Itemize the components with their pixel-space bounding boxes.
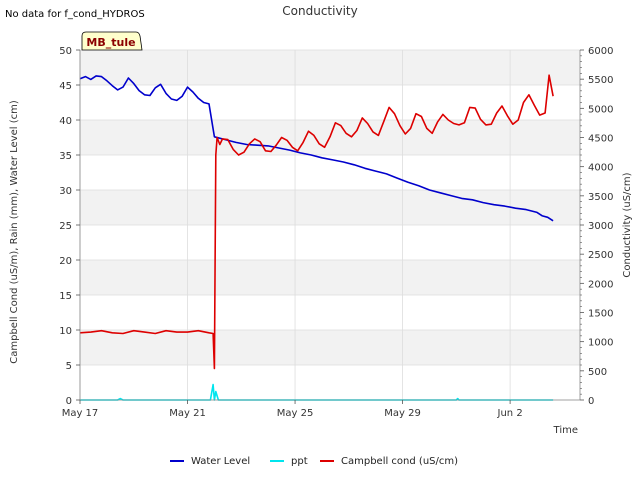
- site-badge: MB_tule: [81, 31, 143, 51]
- series-line-water-level: [79, 75, 554, 222]
- x-axis-label: Time: [553, 425, 578, 436]
- plot-band: [80, 85, 580, 120]
- badge-shape: [81, 31, 143, 51]
- y2-tick-label: 5500: [588, 75, 613, 86]
- legend-entry: Water Level: [191, 456, 250, 467]
- y-tick-labels: 0 5 10 15 20 25 30 35 40 45 50: [59, 46, 80, 407]
- y2-tick-label: 2500: [588, 250, 613, 261]
- x-tick-label: May 29: [384, 408, 421, 419]
- y2-tick-label: 0: [588, 396, 594, 407]
- y2-tick-label: 2000: [588, 279, 613, 290]
- x-tick-label: May 17: [62, 408, 99, 419]
- y-axis-label: Campbell Cond (uS/m), Rain (mm), Water L…: [9, 100, 20, 364]
- x-tick-labels: May 17 May 21 May 25 May 29 Jun 2: [62, 400, 523, 419]
- y2-tick-label: 5000: [588, 104, 613, 115]
- y-tick-label: 25: [59, 221, 72, 232]
- x-tick-label: May 25: [277, 408, 314, 419]
- plot-band: [80, 50, 580, 85]
- plot-band: [80, 365, 580, 400]
- y-tick-label: 5: [66, 361, 72, 372]
- y-tick-label: 45: [59, 81, 72, 92]
- legend-entry: Campbell cond (uS/cm): [341, 456, 458, 467]
- y-tick-label: 50: [59, 46, 72, 57]
- y-tick-label: 0: [66, 396, 72, 407]
- plot-band: [80, 225, 580, 260]
- y2-axis-label: Conductivity (uS/cm): [622, 172, 633, 277]
- plot-band: [80, 260, 580, 295]
- y2-tick-label: 3000: [588, 221, 613, 232]
- y2-tick-label: 1000: [588, 338, 613, 349]
- badge-label: MB_tule: [86, 36, 135, 49]
- plot-band: [80, 295, 580, 330]
- plot-band: [80, 190, 580, 225]
- y2-tick-label: 4500: [588, 134, 613, 145]
- legend-entry: ppt: [291, 456, 308, 467]
- chart-title: Conductivity: [282, 4, 357, 18]
- y-tick-label: 10: [59, 326, 72, 337]
- x-tick-label: May 21: [169, 408, 206, 419]
- y2-tick-label: 3500: [588, 192, 613, 203]
- plot-band: [80, 330, 580, 365]
- y-tick-label: 30: [59, 186, 72, 197]
- series-line-campbell-cond-us-cm: [79, 74, 554, 370]
- y2-tick-label: 4000: [588, 163, 613, 174]
- plot-band: [80, 155, 580, 190]
- legend: Water Level ppt Campbell cond (uS/cm): [170, 456, 458, 467]
- y-tick-label: 35: [59, 151, 72, 162]
- y-tick-label: 40: [59, 116, 72, 127]
- x-tick-label: Jun 2: [497, 408, 523, 419]
- no-data-note: No data for f_cond_HYDROS: [5, 9, 145, 20]
- y2-tick-label: 500: [588, 367, 607, 378]
- y-tick-label: 20: [59, 256, 72, 267]
- y2-tick-label: 1500: [588, 309, 613, 320]
- y-tick-label: 15: [59, 291, 72, 302]
- y2-tick-label: 6000: [588, 46, 613, 57]
- plot-background-bands: [80, 50, 580, 400]
- y2-tick-labels: 0 500 1000 1500 2000 2500 3000 3500 4000 4500 5000…: [580, 46, 613, 407]
